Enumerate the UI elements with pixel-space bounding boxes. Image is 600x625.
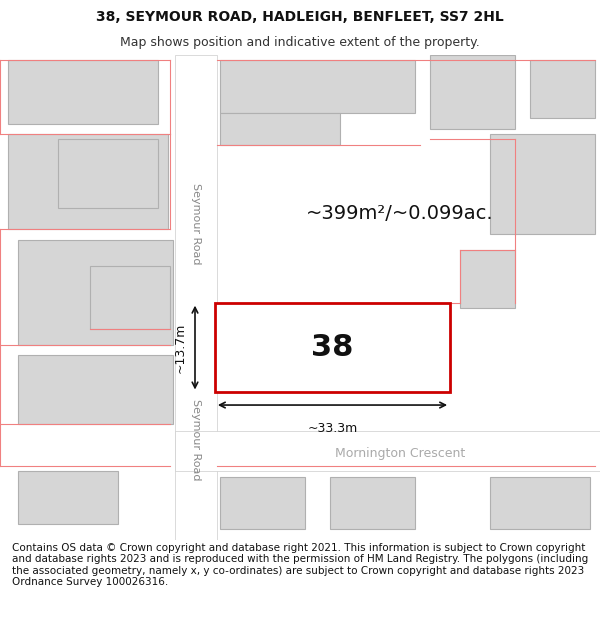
- Text: ~13.7m: ~13.7m: [174, 322, 187, 372]
- Text: Contains OS data © Crown copyright and database right 2021. This information is : Contains OS data © Crown copyright and d…: [12, 542, 588, 588]
- Text: Map shows position and indicative extent of the property.: Map shows position and indicative extent…: [120, 36, 480, 49]
- Text: 38: 38: [311, 333, 353, 362]
- Bar: [175, 431, 600, 471]
- Text: Seymour Road: Seymour Road: [191, 399, 201, 481]
- Bar: [220, 113, 340, 144]
- Bar: [490, 477, 590, 529]
- Bar: [430, 55, 515, 129]
- Bar: [18, 356, 173, 424]
- Text: ~399m²/~0.099ac.: ~399m²/~0.099ac.: [306, 204, 494, 222]
- Bar: [330, 477, 415, 529]
- Bar: [220, 60, 415, 113]
- Bar: [175, 55, 217, 540]
- Bar: [18, 471, 118, 524]
- Text: Seymour Road: Seymour Road: [191, 183, 201, 264]
- Bar: [8, 60, 158, 124]
- Text: ~33.3m: ~33.3m: [307, 422, 358, 435]
- Bar: [220, 477, 305, 529]
- Bar: [58, 139, 158, 208]
- Bar: [8, 134, 168, 229]
- Bar: [490, 134, 595, 234]
- Text: Mornington Crescent: Mornington Crescent: [335, 447, 465, 460]
- Bar: [18, 239, 173, 345]
- Bar: [215, 302, 450, 392]
- Bar: [530, 60, 595, 118]
- Text: 38, SEYMOUR ROAD, HADLEIGH, BENFLEET, SS7 2HL: 38, SEYMOUR ROAD, HADLEIGH, BENFLEET, SS…: [96, 10, 504, 24]
- Bar: [460, 250, 515, 308]
- Bar: [90, 266, 170, 329]
